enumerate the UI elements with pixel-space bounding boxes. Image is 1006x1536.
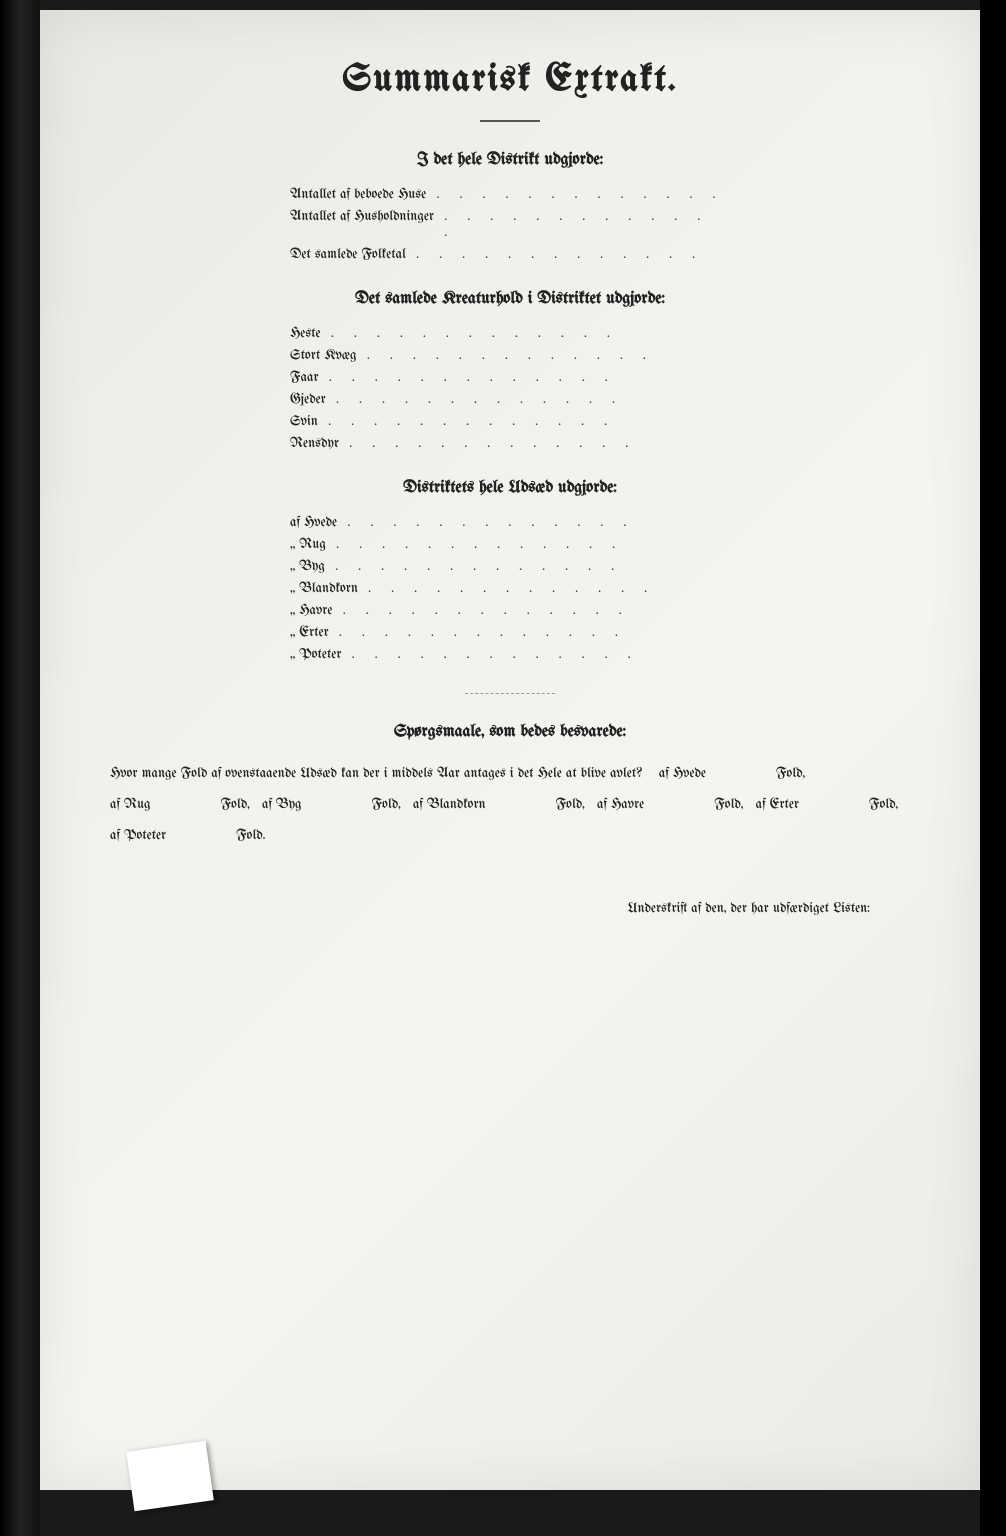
unit-label: Fold, [714, 797, 743, 812]
question-intro: Hvor mange Fold af ovenstaaende Udsæd ka… [110, 766, 642, 781]
unit-label: Fold, [776, 766, 805, 781]
leader-dots: . . . . . . . . . . . . . [337, 515, 730, 531]
row-item: Antallet af beboede Huse . . . . . . . .… [290, 187, 730, 203]
leader-dots: . . . . . . . . . . . . . [426, 187, 730, 203]
leader-dots: . . . . . . . . . . . . . [319, 370, 730, 386]
unit-label: Fold, [556, 797, 585, 812]
row-item: „ Byg. . . . . . . . . . . . . [290, 559, 730, 575]
leader-dots: . . . . . . . . . . . . . [358, 581, 730, 597]
row-item: Gjeder. . . . . . . . . . . . . [290, 392, 730, 408]
row-item: Antallet af Husholdninger . . . . . . . … [290, 209, 730, 241]
crop-label: af Rug [110, 797, 151, 812]
section2-heading: Det samlede Kreaturhold i Distriktet udg… [110, 291, 910, 308]
leader-dots: . . . . . . . . . . . . . [434, 209, 730, 241]
section1-heading: I det hele Distrikt udgjorde: [110, 152, 910, 169]
row-item: „ Blandkorn. . . . . . . . . . . . . [290, 581, 730, 597]
row-label: „ Poteter [290, 647, 341, 662]
row-label: Antallet af Husholdninger [290, 209, 434, 224]
leader-dots: . . . . . . . . . . . . . [325, 559, 730, 575]
row-label: Antallet af beboede Huse [290, 187, 426, 202]
row-label: „ Erter [290, 625, 329, 640]
row-item: „ Poteter. . . . . . . . . . . . . [290, 647, 730, 663]
questions-block: Hvor mange Fold af ovenstaaende Udsæd ka… [110, 759, 910, 851]
crop-label: af Byg [262, 797, 302, 812]
row-label: Faar [290, 370, 319, 385]
row-label: „ Blandkorn [290, 581, 358, 596]
row-label: Det samlede Folketal [290, 247, 406, 262]
unit-label: Fold, [221, 797, 250, 812]
book-edge-right [980, 0, 1006, 1536]
page-title: Summarisk Extrakt. [110, 60, 910, 100]
section4-heading: Spørgsmaale, som bedes besvarede: [110, 724, 910, 741]
row-item: „ Erter. . . . . . . . . . . . . [290, 625, 730, 641]
crop-label: af Havre [597, 797, 644, 812]
row-label: Rensdyr [290, 436, 339, 451]
leader-dots: . . . . . . . . . . . . . [318, 414, 730, 430]
section3-heading: Distriktets hele Udsæd udgjorde: [110, 480, 910, 497]
row-item: Det samlede Folketal . . . . . . . . . .… [290, 247, 730, 263]
title-rule [480, 120, 540, 122]
book-spine-left [0, 0, 40, 1536]
section1-rows: Antallet af beboede Huse . . . . . . . .… [290, 187, 730, 263]
leader-dots: . . . . . . . . . . . . . [406, 247, 730, 263]
document-page: Summarisk Extrakt. I det hele Distrikt u… [40, 10, 980, 1490]
crop-label: af Erter [756, 797, 799, 812]
leader-dots: . . . . . . . . . . . . . [321, 326, 730, 342]
crop-label: af Hvede [659, 766, 706, 781]
section-divider [465, 693, 555, 694]
crop-label: af Blandkorn [413, 797, 486, 812]
row-label: Svin [290, 414, 318, 429]
row-label: „ Byg [290, 559, 325, 574]
row-label: „ Rug [290, 537, 326, 552]
leader-dots: . . . . . . . . . . . . . [329, 625, 730, 641]
row-item: Svin. . . . . . . . . . . . . [290, 414, 730, 430]
row-item: Stort Kvæg. . . . . . . . . . . . . [290, 348, 730, 364]
unit-label: Fold, [869, 797, 898, 812]
row-label: Heste [290, 326, 321, 341]
row-item: Faar. . . . . . . . . . . . . [290, 370, 730, 386]
unit-label: Fold. [236, 828, 265, 843]
row-label: Stort Kvæg [290, 348, 357, 363]
row-item: „ Havre. . . . . . . . . . . . . [290, 603, 730, 619]
row-label: Gjeder [290, 392, 326, 407]
leader-dots: . . . . . . . . . . . . . [339, 436, 730, 452]
leader-dots: . . . . . . . . . . . . . [332, 603, 730, 619]
row-item: af Hvede. . . . . . . . . . . . . [290, 515, 730, 531]
row-item: „ Rug. . . . . . . . . . . . . [290, 537, 730, 553]
leader-dots: . . . . . . . . . . . . . [326, 392, 730, 408]
paper-fragment [126, 1441, 214, 1512]
leader-dots: . . . . . . . . . . . . . [326, 537, 730, 553]
row-label: „ Havre [290, 603, 332, 618]
row-item: Heste. . . . . . . . . . . . . [290, 326, 730, 342]
section2-rows: Heste. . . . . . . . . . . . . Stort Kvæ… [290, 326, 730, 452]
crop-label: af Poteter [110, 828, 166, 843]
leader-dots: . . . . . . . . . . . . . [357, 348, 730, 364]
unit-label: Fold, [372, 797, 401, 812]
leader-dots: . . . . . . . . . . . . . [341, 647, 730, 663]
row-item: Rensdyr. . . . . . . . . . . . . [290, 436, 730, 452]
section3-rows: af Hvede. . . . . . . . . . . . . „ Rug.… [290, 515, 730, 663]
row-label: af Hvede [290, 515, 337, 530]
signature-line: Underskrift af den, der har udfærdiget L… [110, 901, 910, 916]
